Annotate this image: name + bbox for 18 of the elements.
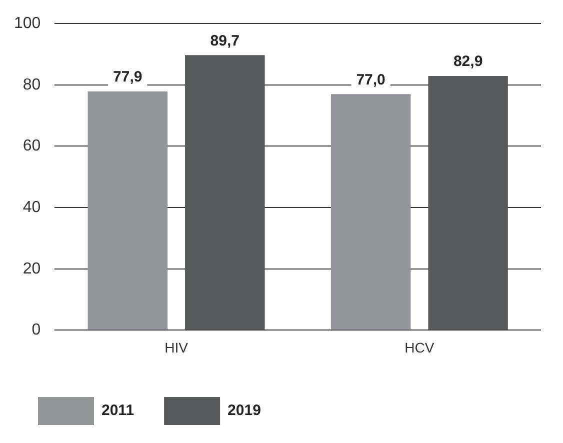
y-tick-label: 40 [22, 198, 41, 216]
x-tick-label: HIV [164, 339, 189, 356]
data-label: 77,9 [113, 68, 142, 86]
data-label: 82,9 [453, 53, 483, 70]
y-tick-label: 100 [14, 15, 41, 32]
y-tick-label: 80 [22, 76, 41, 94]
x-tick-label: HCV [404, 339, 435, 356]
bar [185, 55, 265, 330]
data-label: 77,0 [356, 71, 386, 88]
legend-label: 2019 [228, 402, 261, 420]
bar [428, 76, 508, 330]
bar [88, 91, 168, 330]
legend-label: 2011 [102, 402, 134, 420]
y-tick-label: 60 [22, 138, 41, 155]
bar [330, 94, 411, 330]
y-tick-label: 20 [22, 260, 41, 278]
y-tick-label: 0 [32, 322, 41, 339]
data-label: 89,7 [210, 32, 240, 50]
